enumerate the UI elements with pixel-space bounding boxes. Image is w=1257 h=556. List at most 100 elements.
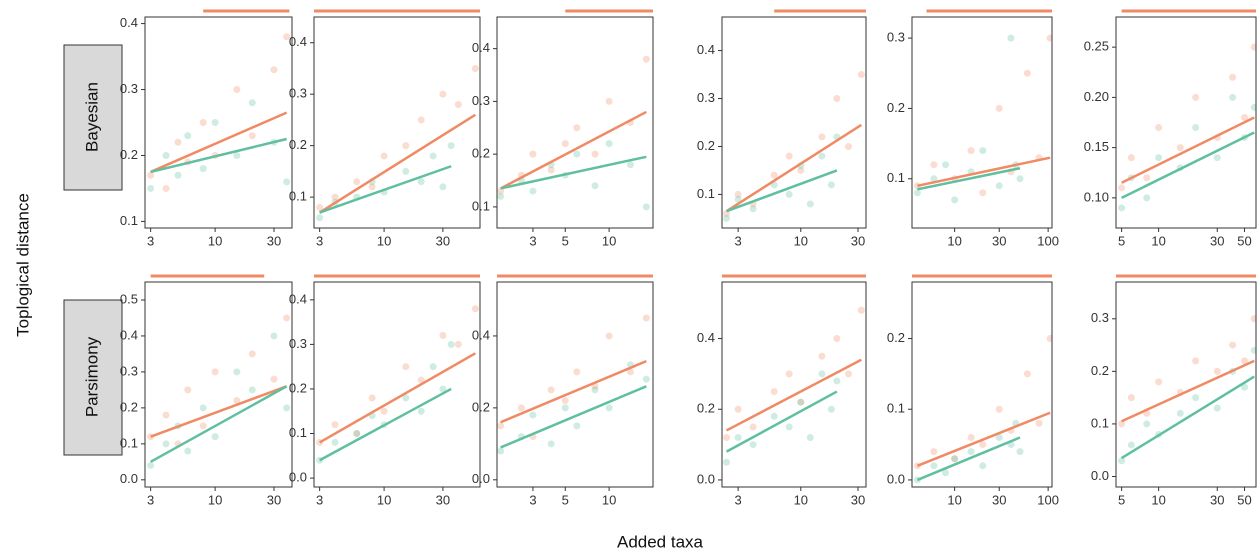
point	[967, 448, 975, 456]
point	[642, 55, 650, 63]
point	[248, 350, 256, 358]
point	[417, 116, 425, 124]
x-tick-label: 30	[1210, 492, 1224, 507]
point	[162, 411, 170, 419]
x-tick-label: 30	[992, 492, 1006, 507]
point	[402, 363, 410, 371]
fit-line	[318, 113, 477, 214]
point	[642, 375, 650, 383]
y-tick-label: 0.2	[289, 137, 307, 152]
point	[818, 370, 826, 378]
fit-line	[916, 411, 1051, 467]
point	[626, 368, 634, 376]
point	[174, 138, 182, 146]
x-tick-label: 30	[436, 492, 450, 507]
point	[591, 182, 599, 190]
point	[547, 386, 555, 394]
x-tick-label: 5	[562, 233, 569, 248]
point	[573, 422, 581, 430]
point	[147, 171, 155, 179]
point	[454, 100, 462, 108]
y-tick-label: 0.4	[289, 34, 307, 49]
point	[497, 192, 505, 200]
x-tick-label: 30	[992, 233, 1006, 248]
point	[797, 398, 805, 406]
point	[1155, 378, 1163, 386]
point	[447, 340, 455, 348]
x-tick-label: 3	[529, 233, 536, 248]
point	[1118, 184, 1126, 192]
x-tick-label: 50	[1237, 233, 1251, 248]
panel-frame	[911, 281, 1053, 488]
panel-frame	[496, 16, 654, 229]
x-tick-label: 5	[1118, 492, 1125, 507]
x-tick-label: 10	[794, 492, 808, 507]
point	[353, 178, 361, 186]
panel-frame	[313, 16, 481, 229]
x-tick-label: 100	[1037, 492, 1059, 507]
y-tick-label: 0.2	[697, 401, 715, 416]
fit-line	[150, 385, 288, 463]
point	[248, 99, 256, 107]
y-tick-label: 0.2	[120, 147, 138, 162]
point	[184, 386, 192, 394]
point	[930, 161, 938, 169]
x-tick-label: 3	[147, 492, 154, 507]
point	[951, 455, 959, 463]
point	[605, 140, 613, 148]
point	[1213, 154, 1221, 162]
x-tick-label: 3	[316, 492, 323, 507]
y-tick-label: 0.20	[1084, 89, 1109, 104]
point	[316, 203, 324, 211]
point	[605, 97, 613, 105]
x-tick-label: 3	[529, 492, 536, 507]
point	[561, 140, 569, 148]
panel-frame	[721, 281, 867, 488]
point	[591, 150, 599, 158]
y-tick-label: 0.3	[697, 90, 715, 105]
x-tick-label: 3	[147, 233, 154, 248]
point	[573, 124, 581, 132]
y-tick-label: 0.1	[1091, 415, 1109, 430]
fit-line	[500, 110, 647, 190]
x-tick-label: 10	[602, 492, 616, 507]
point	[979, 441, 987, 449]
y-tick-label: 0.2	[289, 380, 307, 395]
point	[1046, 335, 1052, 343]
point	[1250, 315, 1256, 323]
point	[930, 175, 938, 183]
fit-line	[150, 137, 287, 174]
point	[368, 394, 376, 402]
point	[995, 104, 1003, 112]
x-tick-label: 10	[377, 233, 391, 248]
y-tick-label: 0.2	[697, 138, 715, 153]
y-tick-label: 0.4	[120, 15, 138, 30]
fit-line	[150, 111, 288, 174]
y-tick-label: 0.0	[289, 470, 307, 485]
point	[979, 147, 987, 155]
point	[1176, 409, 1184, 417]
point	[626, 161, 634, 169]
point	[547, 440, 555, 448]
point	[827, 405, 835, 413]
point	[283, 404, 291, 412]
point	[951, 196, 959, 204]
fit-line	[917, 156, 1051, 188]
y-tick-label: 0.0	[887, 471, 905, 486]
x-tick-label: 5	[1118, 233, 1125, 248]
point	[785, 423, 793, 431]
point	[447, 142, 455, 150]
y-tick-label: 0.1	[887, 170, 905, 185]
fit-line	[150, 385, 288, 438]
point	[368, 183, 376, 191]
x-tick-label: 10	[794, 233, 808, 248]
point	[174, 171, 182, 179]
point	[1155, 124, 1163, 132]
point	[162, 440, 170, 448]
point	[1143, 194, 1151, 202]
point	[270, 66, 278, 74]
x-tick-label: 10	[947, 492, 961, 507]
point	[806, 434, 814, 442]
point	[1016, 175, 1024, 183]
y-tick-label: 0.3	[120, 81, 138, 96]
